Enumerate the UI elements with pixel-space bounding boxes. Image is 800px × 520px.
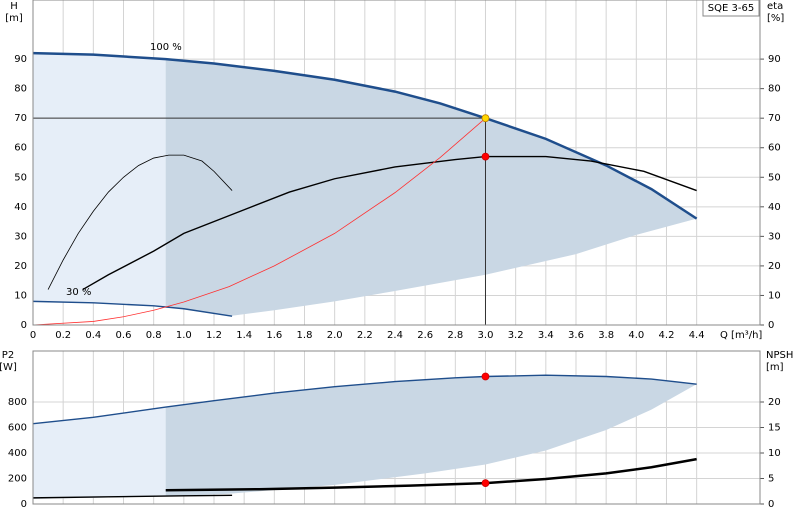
x-tick-label: 0.2: [55, 330, 71, 341]
y2-tick-label: 5: [768, 474, 774, 485]
y2-tick-label: 70: [768, 113, 781, 124]
y-tick-label: 80: [14, 84, 27, 95]
y2-tick-label: 90: [768, 54, 781, 65]
x-tick-label: 3.8: [598, 330, 614, 341]
y2-tick-label: 30: [768, 231, 781, 242]
y2-tick-label: 15: [768, 423, 781, 434]
y2-tick-label: 0: [768, 320, 774, 331]
y-tick-label: 30: [14, 231, 27, 242]
y2-tick-label: 40: [768, 202, 781, 213]
y2-axis-label: [m]: [766, 362, 784, 373]
curve: [32, 300, 233, 317]
chart-title: SQE 3-65: [708, 3, 754, 14]
x-tick-label: 0.6: [116, 330, 132, 341]
y-axis-label: [m]: [5, 13, 23, 24]
duty-point: [481, 479, 490, 487]
y-tick-label: 90: [14, 54, 27, 65]
x-tick-label: 3.0: [478, 330, 494, 341]
y2-tick-label: 60: [768, 143, 781, 154]
curve: [32, 494, 233, 499]
x-tick-label: 4.4: [689, 330, 705, 341]
x-tick-label: 1.0: [176, 330, 192, 341]
y-tick-label: 200: [8, 474, 27, 485]
curve: [82, 155, 697, 291]
plot-frame: [32, 350, 761, 505]
duty-point: [481, 372, 490, 381]
x-tick-label: 2.8: [447, 330, 463, 341]
y-tick-label: 50: [14, 172, 27, 183]
low-flow-zone: [33, 53, 166, 317]
x-tick-label: 3.6: [568, 330, 584, 341]
x-tick-label: 0.4: [85, 330, 101, 341]
x-axis-label: Q [m³/h]: [720, 330, 762, 341]
x-tick-label: 1.8: [297, 330, 313, 341]
y2-tick-label: 10: [768, 448, 781, 459]
y-tick-label: 800: [8, 397, 27, 408]
plot-frame: [32, 0, 761, 326]
y2-axis-label: NPSH: [766, 350, 793, 361]
y2-tick-label: 20: [768, 397, 781, 408]
y-tick-label: 400: [8, 448, 27, 459]
x-tick-label: 1.6: [266, 330, 282, 341]
y-axis-label: H: [10, 1, 18, 12]
curve: [32, 374, 697, 425]
x-tick-label: 2.6: [417, 330, 433, 341]
curve: [32, 117, 486, 326]
y-tick-label: 40: [14, 202, 27, 213]
title-box: [702, 0, 760, 17]
y-tick-label: 600: [8, 423, 27, 434]
y-tick-label: 0: [21, 320, 27, 331]
duty-point: [481, 152, 490, 161]
y-tick-label: 70: [14, 113, 27, 124]
y-tick-label: 10: [14, 290, 27, 301]
y2-tick-label: 50: [768, 172, 781, 183]
x-tick-label: 4.0: [628, 330, 644, 341]
y2-tick-label: 20: [768, 261, 781, 272]
y-axis-label: [W]: [0, 362, 17, 373]
x-tick-label: 2.4: [387, 330, 403, 341]
x-tick-label: 4.2: [659, 330, 675, 341]
x-tick-label: 0: [30, 330, 36, 341]
y-tick-label: 60: [14, 143, 27, 154]
operating-band: [33, 375, 697, 499]
x-tick-label: 3.2: [508, 330, 524, 341]
x-tick-label: 1.2: [206, 330, 222, 341]
y-axis-label: P2: [2, 350, 14, 361]
duty-point: [481, 114, 490, 123]
curve: [32, 51, 698, 220]
y2-tick-label: 80: [768, 84, 781, 95]
x-tick-label: 0.8: [146, 330, 162, 341]
curve: [47, 154, 233, 290]
y-tick-label: 20: [14, 261, 27, 272]
curve-label: 100 %: [150, 42, 182, 53]
x-tick-label: 2.2: [357, 330, 373, 341]
y2-tick-label: 10: [768, 290, 781, 301]
x-tick-label: 1.4: [236, 330, 252, 341]
y2-axis-label: eta: [767, 1, 783, 12]
x-tick-label: 3.4: [538, 330, 554, 341]
operating-band: [33, 53, 697, 317]
x-tick-label: 2.0: [327, 330, 343, 341]
y2-axis-label: [%]: [767, 13, 784, 24]
y-tick-label: 0: [21, 499, 27, 510]
curve-label: 30 %: [66, 287, 91, 298]
y2-tick-label: 0: [768, 499, 774, 510]
